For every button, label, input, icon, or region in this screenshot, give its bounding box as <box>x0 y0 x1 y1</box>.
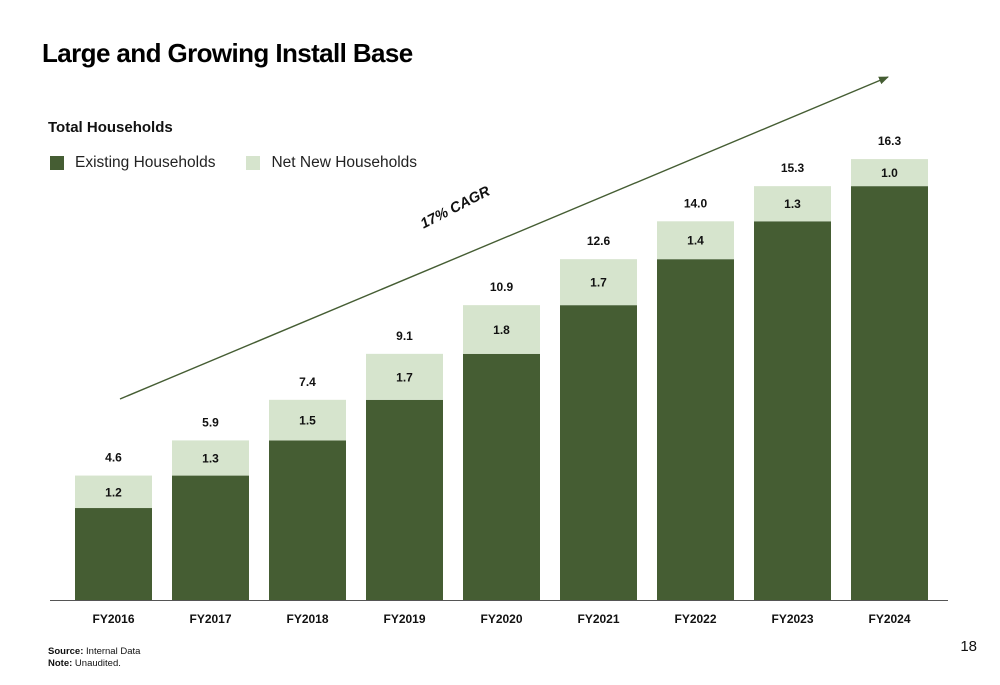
bar-net-new-FY2023 <box>754 186 831 222</box>
bar-existing-FY2023 <box>754 221 831 601</box>
footnote-source-key: Source: <box>48 646 84 657</box>
bar-existing-FY2019 <box>366 399 443 600</box>
x-tick-label: FY2020 <box>480 612 522 626</box>
legend-swatch-existing <box>50 156 64 170</box>
x-tick-label: FY2018 <box>286 612 328 626</box>
footnote-source: Source: Internal Data <box>48 646 140 657</box>
bar-existing-FY2020 <box>463 353 540 600</box>
net-new-value-label: 1.7 <box>396 370 413 384</box>
footnote-source-value: Internal Data <box>86 646 141 657</box>
net-new-value-label: 1.7 <box>590 276 607 290</box>
total-value-label: 15.3 <box>781 161 805 175</box>
x-tick-label: FY2019 <box>383 612 425 626</box>
legend-label-net-new: Net New Households <box>271 154 418 171</box>
legend-item-net-new: Net New Households <box>246 154 417 172</box>
legend-swatch-net-new <box>246 156 261 170</box>
total-value-label: 4.6 <box>105 451 122 465</box>
footnote-note-key: Note: <box>48 658 73 669</box>
total-value-label: 10.9 <box>490 280 514 294</box>
total-value-label: 9.1 <box>396 329 413 343</box>
net-new-value-label: 1.0 <box>881 166 898 180</box>
x-tick-label: FY2021 <box>577 612 619 626</box>
total-value-label: 12.6 <box>587 234 611 248</box>
net-new-value-label: 1.8 <box>493 323 510 337</box>
bar-net-new-FY2019 <box>366 353 443 400</box>
bar-net-new-FY2021 <box>560 259 637 306</box>
total-value-label: 5.9 <box>202 415 219 429</box>
cagr-trend-arrow <box>119 76 889 400</box>
bar-net-new-FY2016 <box>75 475 152 509</box>
bar-net-new-FY2018 <box>269 399 346 441</box>
bar-net-new-FY2017 <box>172 440 249 476</box>
net-new-value-label: 1.3 <box>202 451 219 465</box>
slide-title: Large and Growing Install Base <box>42 38 413 68</box>
x-tick-label: FY2022 <box>674 612 716 626</box>
bar-existing-FY2021 <box>560 305 637 600</box>
bar-existing-FY2017 <box>172 475 249 600</box>
bar-net-new-FY2022 <box>657 221 734 260</box>
bar-net-new-FY2020 <box>463 305 540 354</box>
legend-label-existing: Existing Households <box>75 154 216 171</box>
x-tick-label: FY2017 <box>189 612 231 626</box>
bar-existing-FY2024 <box>851 186 928 600</box>
footnote-note: Note: Unaudited. <box>48 658 121 669</box>
chart-subtitle: Total Households <box>48 119 173 136</box>
bar-existing-FY2018 <box>269 440 346 600</box>
x-tick-label: FY2023 <box>771 612 813 626</box>
x-tick-label: FY2024 <box>868 612 910 626</box>
bar-net-new-FY2024 <box>851 159 928 187</box>
total-value-label: 7.4 <box>299 375 316 389</box>
net-new-value-label: 1.3 <box>784 197 801 211</box>
net-new-value-label: 1.4 <box>687 234 704 248</box>
page-number: 18 <box>960 638 977 655</box>
footnote-note-value: Unaudited. <box>74 658 121 669</box>
net-new-value-label: 1.2 <box>105 485 122 499</box>
bar-existing-FY2016 <box>75 508 152 600</box>
total-value-label: 16.3 <box>878 134 902 148</box>
total-value-label: 14.0 <box>684 196 708 210</box>
bar-existing-FY2022 <box>657 259 734 600</box>
net-new-value-label: 1.5 <box>299 414 316 428</box>
chart-legend: Existing Households Net New Households <box>50 154 448 172</box>
legend-item-existing: Existing Households <box>50 154 215 172</box>
x-tick-label: FY2016 <box>92 612 134 626</box>
